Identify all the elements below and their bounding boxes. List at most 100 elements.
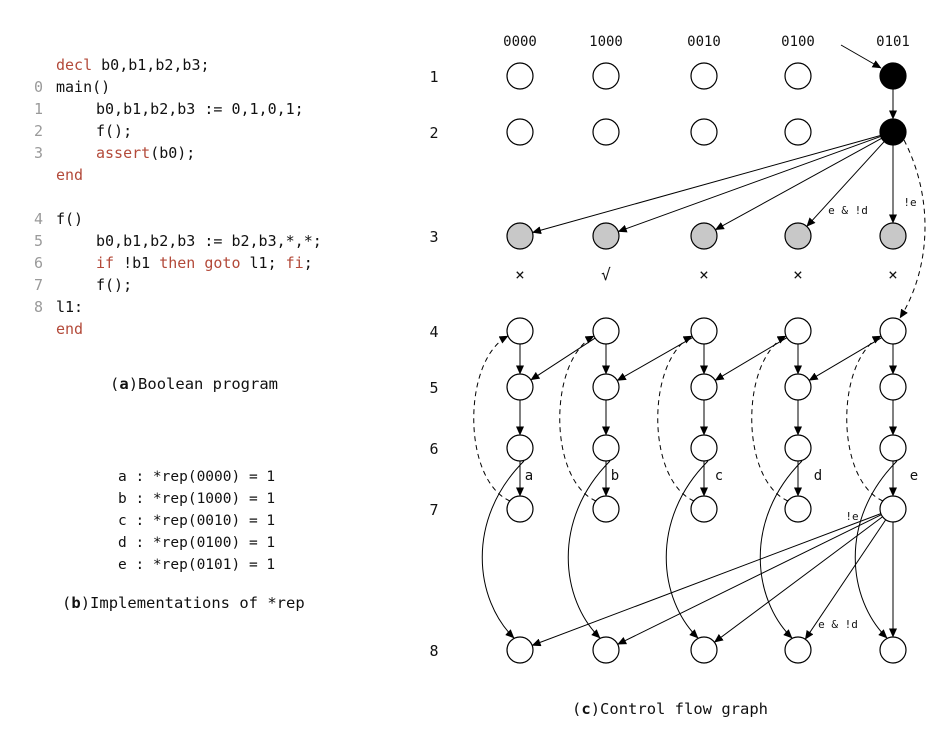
line-number: 7 [34,276,44,294]
code-text: assert(b0); [96,142,195,164]
code-token: f() [56,210,84,228]
row-number: 2 [429,124,438,142]
edge-label-condition: e & !d [828,204,868,217]
row-number: 6 [429,440,438,458]
cfg-node [592,373,620,401]
code-text: if !b1 then goto l1; fi; [96,252,313,274]
code-text: b0,b1,b2,b3 := 0,1,0,1; [96,98,304,120]
code-token: b0,b1,b2,b3 := 0,1,0,1; [96,100,304,118]
column-header: 0000 [503,34,537,50]
cfg-node-grey [690,222,718,250]
cfg-node [784,373,812,401]
cfg-node [690,62,718,90]
edge-label: b [611,468,619,484]
code-text: f() [56,208,83,230]
cfg-edge [531,513,882,647]
edge-label-condition: !e [903,196,916,209]
feasibility-mark: × [793,265,803,284]
row-number: 3 [429,228,438,246]
line-number: 5 [34,232,44,250]
rep-line: b : *rep(1000) = 1 [118,491,276,507]
return-edge [854,460,898,639]
cfg-edge [617,514,882,645]
code-text: main() [56,76,110,98]
cfg-node [690,495,718,523]
cfg-edge [804,519,887,640]
cfg-node [784,62,812,90]
return-edge [759,460,803,639]
keyword: end [56,166,84,184]
code-text: f(); [96,120,132,142]
recursion-edge [751,335,789,502]
row-number: 7 [429,501,438,519]
rep-line: e : *rep(0101) = 1 [118,557,276,573]
cfg-node [592,636,620,664]
cfg-node-grey [784,222,812,250]
cfg-node [506,434,534,462]
call-edge [899,139,926,319]
cfg-node [592,495,620,523]
feasibility-mark: × [699,265,709,284]
line-number: 1 [34,100,44,118]
code-token: f(); [96,276,133,294]
cfg-node [690,434,718,462]
line-number: 2 [34,122,44,140]
recursion-edge [473,335,511,502]
cfg-node [879,317,907,345]
cfg-node-active [879,62,907,90]
code-token: l1; [240,254,286,272]
code-text: end [56,164,83,186]
cfg-node [506,373,534,401]
cfg-node-active [879,118,907,146]
code-token: ; [303,254,313,272]
return-edge [665,460,709,639]
code-text: l1: [56,296,83,318]
cfg-node [879,373,907,401]
cfg-node [592,434,620,462]
edge-label: a [525,468,533,484]
cfg-edge [714,337,788,381]
line-number: 0 [34,78,44,96]
return-edge [481,460,525,639]
line-number: 6 [34,254,44,272]
rep-line: c : *rep(0010) = 1 [118,513,276,529]
keyword: then [159,254,196,272]
line-number: 3 [34,144,44,162]
cfg-node [784,434,812,462]
cfg-node [506,317,534,345]
cfg-edge [714,516,883,643]
code-token: b0,b1,b2,b3 := b2,b3,*,*; [96,232,322,250]
keyword: if [96,254,115,272]
entry-arrow [840,44,882,69]
cfg-edge [530,337,596,381]
cfg-edge [532,135,881,235]
keyword: assert [96,144,151,162]
row-number: 5 [429,379,438,397]
line-number: 8 [34,298,44,316]
code-token: main() [56,78,111,96]
cfg-node-grey [592,222,620,250]
cfg-node [784,495,812,523]
recursion-edge [846,335,884,502]
feasibility-mark: × [888,265,898,284]
cfg-node [879,495,907,523]
recursion-edge [657,335,695,502]
cfg-edge [617,135,881,233]
code-token: (b0); [150,144,196,162]
cfg-node [784,636,812,664]
cfg-node [506,118,534,146]
rep-line: a : *rep(0000) = 1 [118,469,276,485]
column-header: 1000 [589,34,623,50]
feasibility-mark: × [515,265,525,284]
code-token: l1: [56,298,84,316]
recursion-edge [559,335,597,502]
cfg-edge [806,141,885,227]
column-header: 0101 [876,34,910,50]
column-header: 0100 [781,34,815,50]
edge-label: d [814,468,822,484]
code-token: f(); [96,122,133,140]
cfg-node [879,434,907,462]
cfg-node [592,62,620,90]
cfg-node [592,118,620,146]
row-number: 4 [429,323,438,341]
